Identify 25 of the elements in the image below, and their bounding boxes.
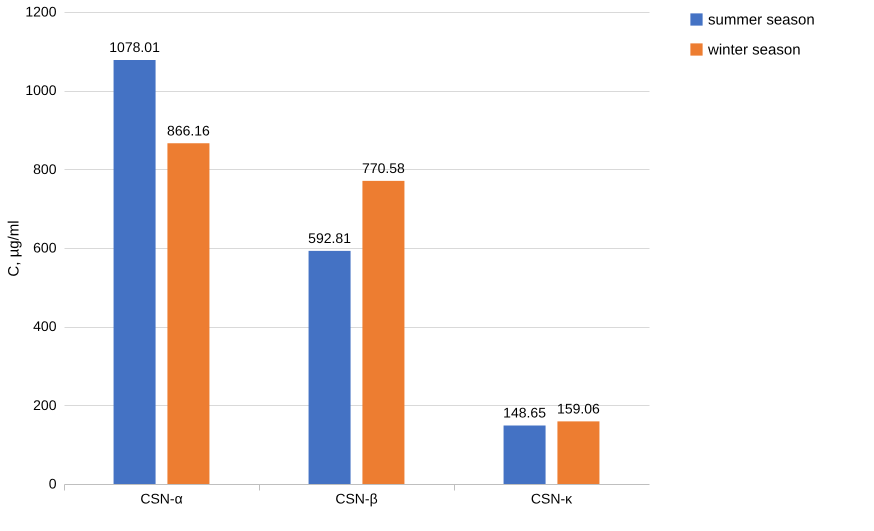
bar — [362, 180, 404, 484]
bar — [504, 426, 546, 484]
bar — [167, 143, 210, 484]
bar — [308, 250, 351, 484]
data-label: 592.81 — [308, 230, 352, 246]
legend-label: winter season — [707, 42, 801, 58]
y-tick-label: 400 — [33, 318, 57, 334]
data-label: 1078.01 — [109, 38, 160, 55]
x-tick-label: CSN-α — [140, 490, 183, 506]
data-label: 148.65 — [503, 404, 546, 421]
data-label: 866.16 — [167, 122, 210, 138]
y-tick-label: 1200 — [25, 4, 57, 20]
y-tick-label: 0 — [48, 476, 57, 492]
bar — [114, 60, 156, 484]
bar — [557, 421, 600, 484]
data-label: 770.58 — [362, 160, 406, 176]
y-tick-label: 800 — [33, 160, 57, 177]
data-label: 159.06 — [557, 400, 600, 416]
y-tick-label: 1000 — [25, 82, 57, 98]
legend-label: summer season — [708, 12, 815, 28]
y-axis-title: C, µg/ml — [5, 220, 22, 277]
x-tick-label: CSN-β — [335, 490, 378, 506]
y-tick-label: 200 — [33, 396, 57, 413]
x-tick-label: CSN-κ — [530, 490, 574, 506]
y-tick-label: 600 — [33, 240, 57, 256]
